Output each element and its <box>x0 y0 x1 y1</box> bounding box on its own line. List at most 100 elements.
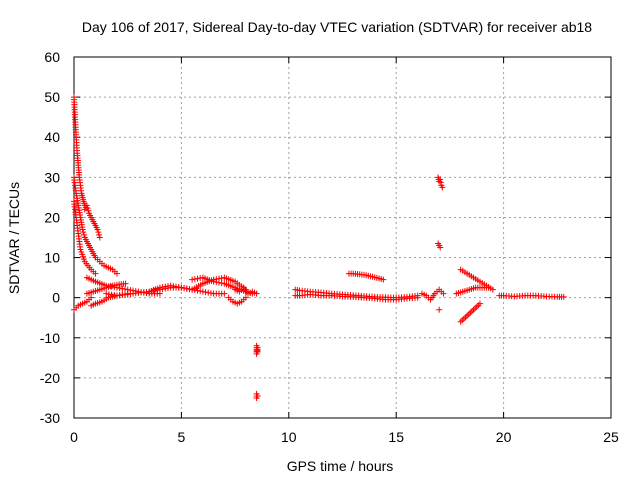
data-point <box>96 234 103 241</box>
data-point <box>213 279 220 286</box>
series-cluster-17-upper <box>435 174 446 191</box>
series-decay-hump <box>81 202 103 241</box>
data-point <box>85 207 92 214</box>
data-point <box>440 290 447 297</box>
data-point <box>489 286 496 293</box>
data-point <box>167 282 174 289</box>
y-tick-label: 30 <box>44 169 60 185</box>
series-cluster-17-mid <box>435 240 444 251</box>
data-point <box>108 291 115 298</box>
data-point <box>84 205 91 212</box>
series-outlier-minus25 <box>253 390 261 401</box>
data-point <box>119 285 126 292</box>
data-point <box>215 279 222 286</box>
chart-title: Day 106 of 2017, Sidereal Day-to-day VTE… <box>82 19 592 35</box>
data-point <box>191 276 198 283</box>
data-point <box>95 229 102 236</box>
data-point <box>194 287 201 294</box>
data-point <box>186 286 193 293</box>
data-point <box>178 284 185 291</box>
data-point <box>162 283 169 290</box>
x-tick-label: 5 <box>178 429 186 445</box>
data-point <box>83 202 90 209</box>
data-point <box>105 291 112 298</box>
series-band-12-14 <box>345 270 387 283</box>
y-tick-label: -20 <box>40 370 60 386</box>
series-band-19-23 <box>496 292 567 300</box>
data-point <box>560 293 567 300</box>
y-tick-label: 50 <box>44 89 60 105</box>
data-point <box>173 283 180 290</box>
data-point <box>210 278 217 285</box>
data-point <box>79 226 86 233</box>
data-point <box>103 290 110 297</box>
data-point <box>175 284 182 291</box>
data-point <box>116 285 123 292</box>
data-point <box>122 280 129 287</box>
data-point <box>218 280 225 287</box>
x-axis-label: GPS time / hours <box>287 458 394 474</box>
data-points <box>71 94 567 401</box>
series-early-negative <box>71 294 95 313</box>
series-decay-mid <box>71 174 120 277</box>
series-dip-seven <box>225 294 249 307</box>
x-tick-label: 10 <box>281 429 297 445</box>
data-point <box>221 290 228 297</box>
data-point <box>202 289 209 296</box>
data-point <box>437 244 444 251</box>
data-point <box>88 294 95 301</box>
data-point <box>254 392 261 399</box>
data-point <box>159 284 166 291</box>
data-point <box>108 283 115 290</box>
data-point <box>111 292 118 299</box>
data-point <box>164 283 171 290</box>
data-point <box>111 284 118 291</box>
data-point <box>253 290 260 297</box>
series-band-16-17 <box>418 286 447 303</box>
data-point <box>113 270 120 277</box>
y-tick-label: 0 <box>52 290 60 306</box>
data-point <box>414 294 421 301</box>
data-point <box>92 270 99 277</box>
series-band-10-15-lower <box>292 291 421 303</box>
y-tick-label: 20 <box>44 209 60 225</box>
data-point <box>476 300 483 307</box>
data-point <box>254 348 261 355</box>
data-point <box>485 284 492 291</box>
data-point <box>103 282 110 289</box>
data-point <box>181 285 188 292</box>
data-point <box>437 176 444 183</box>
series-band-18-19-down <box>453 284 492 297</box>
x-tick-label: 20 <box>496 429 512 445</box>
data-point <box>105 283 112 290</box>
data-point <box>189 276 196 283</box>
data-point <box>122 286 129 293</box>
y-tick-label: 40 <box>44 129 60 145</box>
y-tick-label: 60 <box>44 49 60 65</box>
series-late-scatter <box>232 284 260 297</box>
data-point <box>199 288 206 295</box>
data-point <box>242 294 249 301</box>
series-band-18-19-neg <box>457 300 483 325</box>
data-point <box>254 347 261 354</box>
data-point <box>437 179 444 186</box>
y-tick-label: 10 <box>44 250 60 266</box>
data-point <box>81 231 88 238</box>
data-point <box>205 289 212 296</box>
series-outlier-minus13 <box>253 342 261 357</box>
data-point <box>183 285 190 292</box>
y-tick-label: -30 <box>40 410 60 426</box>
data-point <box>207 290 214 297</box>
series-decay-low <box>71 198 99 277</box>
data-point <box>113 284 120 291</box>
data-point <box>80 229 87 236</box>
series-near-17-neg <box>436 306 443 313</box>
y-axis-label: SDTVAR / TECUs <box>6 182 22 294</box>
x-tick-label: 25 <box>603 429 619 445</box>
data-point <box>156 284 163 291</box>
data-point <box>94 226 101 233</box>
data-point <box>170 283 177 290</box>
data-point <box>439 184 446 191</box>
plot-border <box>73 56 612 419</box>
